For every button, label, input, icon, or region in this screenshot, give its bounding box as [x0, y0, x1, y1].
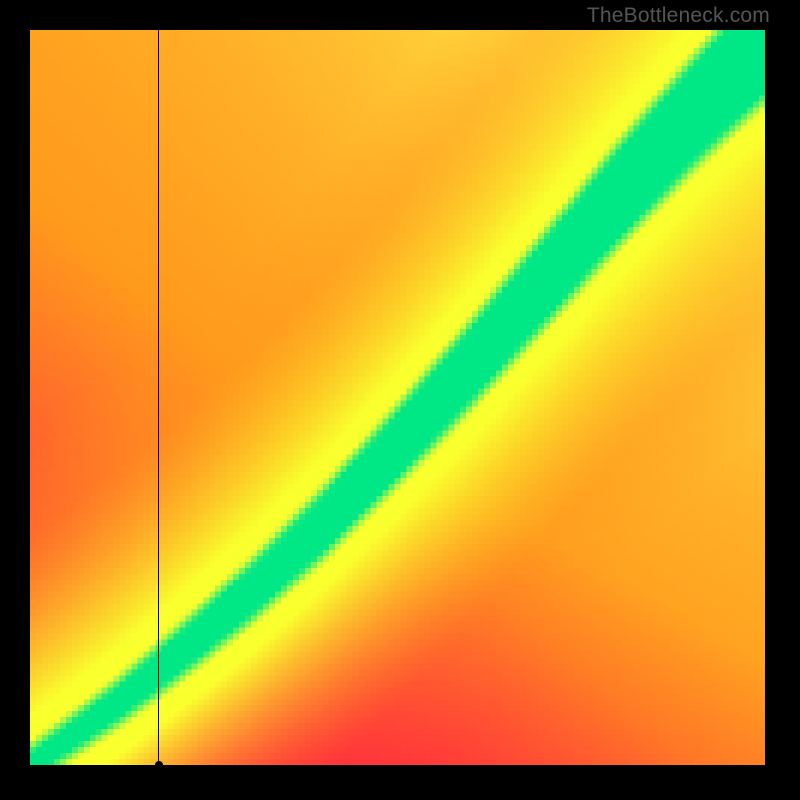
crosshair-marker — [155, 761, 163, 769]
crosshair-horizontal — [30, 765, 765, 766]
crosshair-vertical — [158, 30, 159, 765]
heatmap-canvas — [30, 30, 765, 765]
watermark-text: TheBottleneck.com — [587, 4, 770, 28]
heatmap-canvas-wrap — [30, 30, 765, 765]
plot-area — [30, 30, 765, 765]
